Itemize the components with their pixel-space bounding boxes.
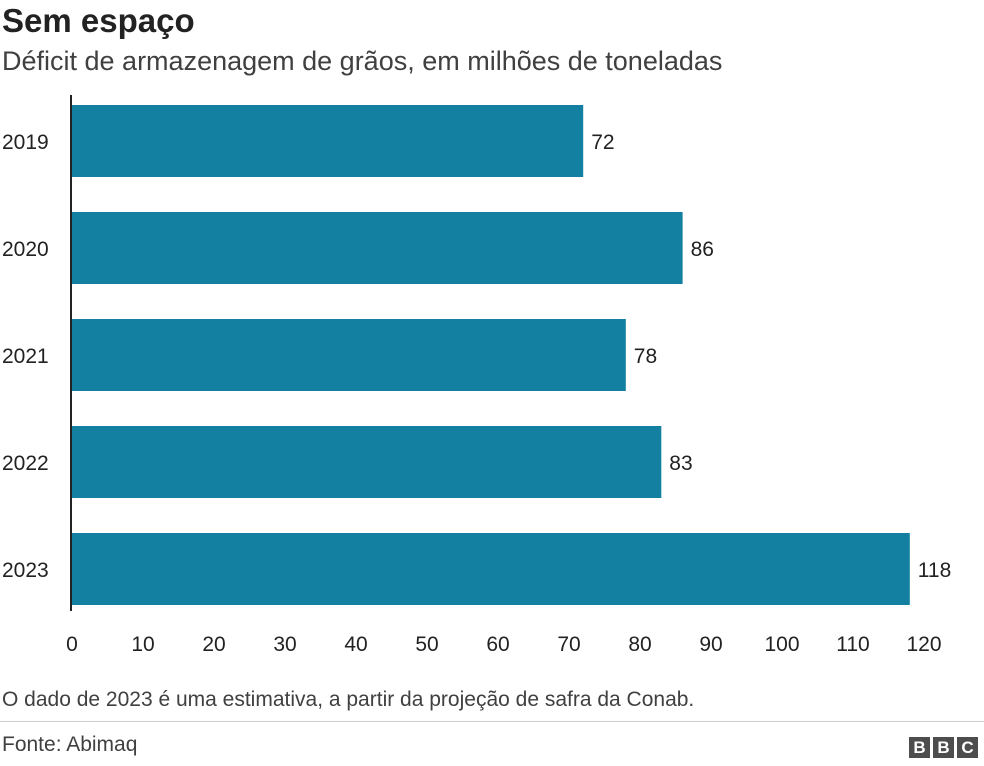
x-tick-label: 0 xyxy=(66,633,78,656)
logo-letter-2: B xyxy=(933,737,954,758)
bar xyxy=(72,533,910,605)
x-tick-label: 40 xyxy=(344,633,367,656)
category-label: 2023 xyxy=(2,559,49,582)
x-tick-label: 10 xyxy=(131,633,154,656)
chart-title: Sem espaço xyxy=(2,2,195,39)
x-tick-label: 100 xyxy=(764,633,799,656)
data-label: 83 xyxy=(669,452,692,475)
bar xyxy=(72,212,683,284)
x-tick-label: 20 xyxy=(202,633,225,656)
category-label: 2020 xyxy=(2,238,49,261)
data-label: 86 xyxy=(691,238,714,261)
category-label: 2021 xyxy=(2,345,49,368)
x-tick-label: 50 xyxy=(415,633,438,656)
bar xyxy=(72,426,662,498)
x-tick-label: 80 xyxy=(628,633,651,656)
logo-letter-3: C xyxy=(957,737,978,758)
category-label: 2022 xyxy=(2,452,49,475)
footnote: O dado de 2023 é uma estimativa, a parti… xyxy=(2,688,695,711)
footer-divider xyxy=(0,721,984,722)
x-tick-label: 70 xyxy=(557,633,580,656)
x-tick-label: 120 xyxy=(906,633,941,656)
x-tick-label: 30 xyxy=(273,633,296,656)
x-tick-label: 90 xyxy=(699,633,722,656)
source-label: Fonte: Abimaq xyxy=(2,733,138,756)
bar xyxy=(72,105,584,177)
category-label: 2019 xyxy=(2,131,49,154)
logo-letter-1: B xyxy=(909,737,930,758)
bar xyxy=(72,319,626,391)
data-label: 72 xyxy=(591,131,614,154)
data-label: 118 xyxy=(918,559,951,582)
x-tick-label: 110 xyxy=(836,633,869,656)
bbc-logo: B B C xyxy=(909,737,978,758)
chart-subtitle: Déficit de armazenagem de grãos, em milh… xyxy=(2,46,723,76)
x-tick-label: 60 xyxy=(486,633,509,656)
data-label: 78 xyxy=(634,345,657,368)
bar-chart: 72 2019 86 2020 78 2021 83 2022 118 2023 0 10 20 30 40… xyxy=(2,95,951,656)
